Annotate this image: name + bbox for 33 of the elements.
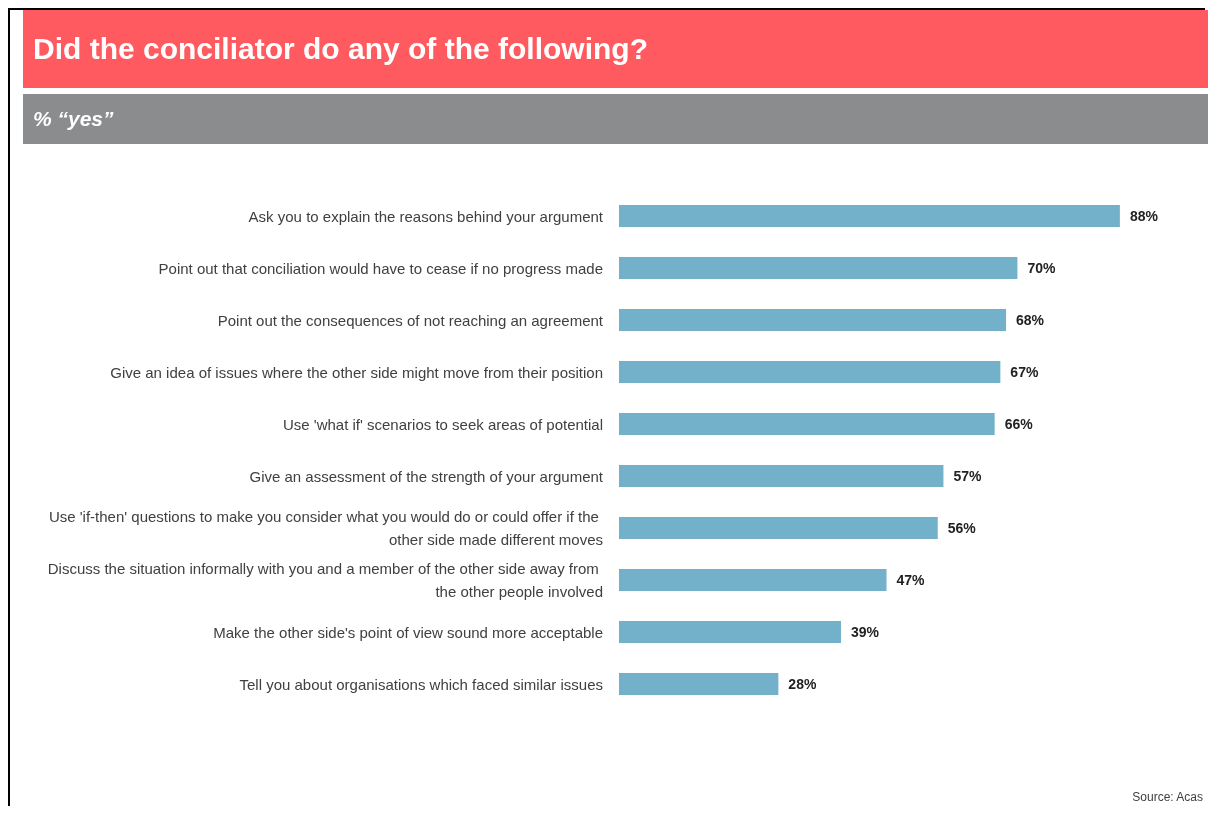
bar [619, 413, 995, 435]
data-label: 66% [1004, 416, 1034, 432]
y-tick-label: Point out that conciliation would have to cease if no progress made [158, 259, 603, 277]
y-tick-label: Use 'if-then' questions to make you consider what you would do or could offer if the other side made different moves [48, 508, 603, 548]
bar [619, 205, 1120, 227]
bar [619, 361, 1001, 383]
bar [619, 621, 841, 643]
bar [619, 257, 1018, 279]
data-label: 39% [850, 624, 880, 640]
y-tick-label: Point out the consequences of not reaching an agreement [217, 311, 604, 329]
y-tick-label: Use 'what if' scenarios to seek areas of potential [282, 415, 603, 433]
y-tick-label: Make the other side's point of view sound more acceptable [213, 623, 603, 641]
data-label: 47% [896, 572, 926, 588]
bar [619, 465, 944, 487]
y-tick-label: Ask you to explain the reasons behind your argument [248, 207, 604, 225]
y-tick-label: Discuss the situation informally with you and a member of the other side away from the other people involved [47, 560, 603, 600]
data-label: 68% [1016, 312, 1045, 328]
bar [619, 309, 1007, 331]
bar [619, 517, 938, 539]
data-label: 67% [1010, 364, 1039, 380]
bar [619, 673, 779, 695]
data-label: 70% [1027, 260, 1056, 276]
data-label: 88% [1129, 208, 1159, 224]
y-tick-label: Give an assessment of the strength of your argument [249, 467, 604, 485]
data-label: 57% [953, 468, 983, 484]
text: % “yes” [23, 94, 1208, 144]
source-note: Source: Acas [1132, 790, 1203, 804]
text: Did the conciliator do any of the following? [23, 10, 1208, 88]
bar [619, 569, 887, 591]
data-label: 56% [947, 520, 977, 536]
y-tick-label: Give an idea of issues where the other side might move from their position [110, 363, 603, 381]
y-tick-label: Tell you about organisations which faced similar issues [239, 675, 603, 693]
data-label: 28% [788, 676, 817, 692]
